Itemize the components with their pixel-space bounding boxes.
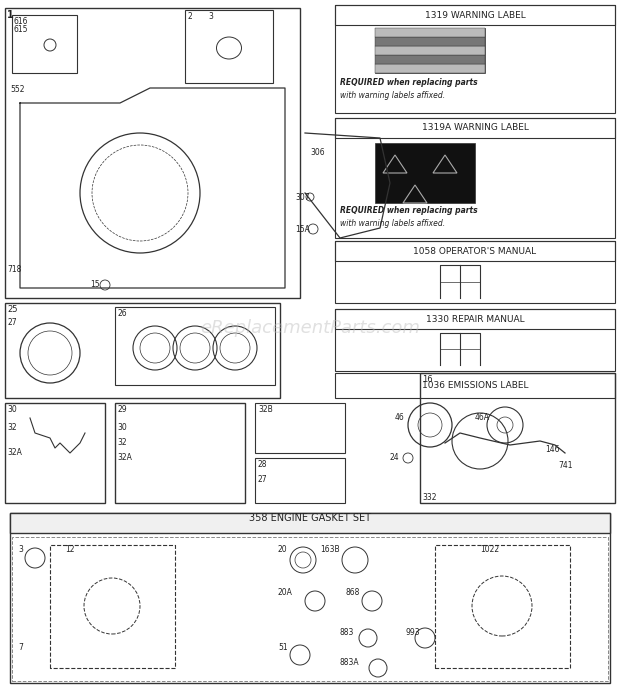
Text: 146: 146 [545, 445, 559, 454]
Text: 358 ENGINE GASKET SET: 358 ENGINE GASKET SET [249, 513, 371, 523]
Text: 3: 3 [18, 545, 23, 554]
Text: 163B: 163B [320, 545, 340, 554]
Text: 29: 29 [117, 405, 126, 414]
Bar [335, 5, 615, 113]
Text: 32A: 32A [117, 453, 132, 462]
Text: 306: 306 [310, 148, 325, 157]
Bar [255, 403, 345, 453]
Text: 32: 32 [7, 423, 17, 432]
Text: 883A: 883A [340, 658, 360, 667]
Bar [12, 537, 608, 681]
Text: 30: 30 [117, 423, 126, 432]
Text: 332: 332 [422, 493, 436, 502]
Text: 51: 51 [278, 643, 288, 652]
Text: 883: 883 [340, 628, 355, 637]
Text: 718: 718 [7, 265, 21, 274]
Text: 1319 WARNING LABEL: 1319 WARNING LABEL [425, 10, 525, 19]
Text: 25: 25 [7, 305, 17, 314]
Bar [115, 307, 275, 385]
Text: 3: 3 [208, 12, 213, 21]
Text: 1330 REPAIR MANUAL: 1330 REPAIR MANUAL [426, 315, 525, 324]
Text: 1: 1 [7, 10, 14, 20]
Bar [375, 46, 485, 55]
Text: 307: 307 [295, 193, 309, 202]
Text: 46: 46 [395, 413, 405, 422]
Text: 32A: 32A [7, 448, 22, 457]
Bar [10, 513, 610, 683]
Text: 20A: 20A [278, 588, 293, 597]
Bar [5, 8, 300, 298]
Bar [335, 118, 615, 238]
Text: 15: 15 [90, 280, 100, 289]
Text: REQUIRED when replacing parts: REQUIRED when replacing parts [340, 206, 477, 215]
Bar [335, 241, 615, 303]
Text: 2: 2 [187, 12, 192, 21]
Text: 7: 7 [18, 643, 23, 652]
Bar [12, 15, 77, 73]
Bar [5, 403, 105, 503]
Text: 12: 12 [65, 545, 74, 554]
Bar [375, 55, 485, 64]
Bar [420, 373, 615, 503]
Bar [5, 303, 280, 398]
Bar [375, 64, 485, 73]
Bar [115, 403, 245, 503]
Text: 616: 616 [14, 17, 29, 26]
Text: 26: 26 [117, 309, 126, 318]
Bar [335, 5, 615, 25]
Bar [375, 37, 485, 46]
Bar [375, 28, 485, 73]
Text: 615: 615 [14, 25, 29, 34]
Bar [335, 241, 615, 261]
Text: 552: 552 [10, 85, 25, 94]
Bar [335, 309, 615, 329]
Bar [335, 373, 615, 398]
Bar [335, 118, 615, 138]
Bar [335, 309, 615, 371]
Text: 27: 27 [7, 318, 17, 327]
Text: 15A: 15A [295, 225, 310, 234]
Text: 868: 868 [345, 588, 360, 597]
Text: 30: 30 [7, 405, 17, 414]
Text: REQUIRED when replacing parts: REQUIRED when replacing parts [340, 78, 477, 87]
Text: 16: 16 [422, 375, 433, 384]
Text: 28: 28 [258, 460, 267, 469]
Text: 993: 993 [405, 628, 420, 637]
Text: 24: 24 [390, 453, 400, 462]
Text: 1319A WARNING LABEL: 1319A WARNING LABEL [422, 123, 528, 132]
Text: 1022: 1022 [480, 545, 499, 554]
Text: eReplacementParts.com: eReplacementParts.com [200, 319, 420, 337]
Bar [255, 458, 345, 503]
Text: 20: 20 [278, 545, 288, 554]
Text: with warning labels affixed.: with warning labels affixed. [340, 219, 445, 228]
Text: 32: 32 [117, 438, 126, 447]
Bar [375, 28, 485, 37]
Text: 1036 EMISSIONS LABEL: 1036 EMISSIONS LABEL [422, 382, 528, 390]
Bar [375, 143, 475, 203]
Text: 27: 27 [258, 475, 268, 484]
Text: 1058 OPERATOR'S MANUAL: 1058 OPERATOR'S MANUAL [414, 247, 536, 256]
Text: 741: 741 [558, 461, 572, 470]
Text: with warning labels affixed.: with warning labels affixed. [340, 91, 445, 100]
Text: 46A: 46A [475, 413, 490, 422]
Text: 32B: 32B [258, 405, 273, 414]
Bar [185, 10, 273, 83]
Bar [10, 513, 610, 533]
